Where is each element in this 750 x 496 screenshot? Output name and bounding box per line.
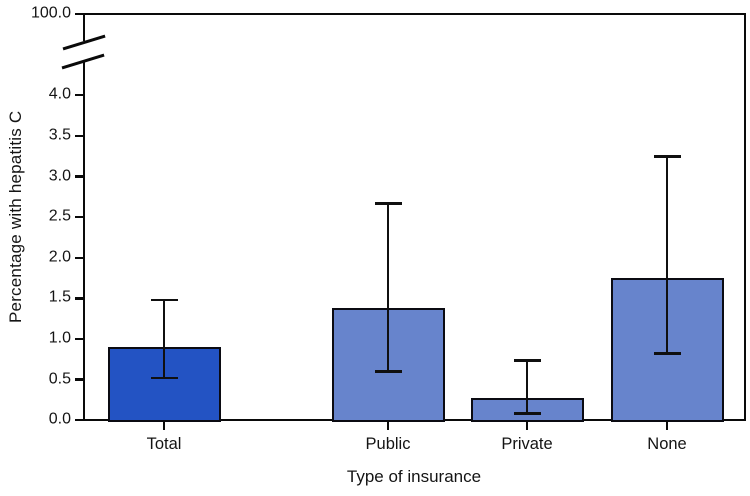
x-tick-label-private: Private — [501, 435, 553, 453]
y-tick-label: 2.0 — [48, 248, 71, 266]
error-bar-total — [162, 300, 166, 379]
y-axis-tick — [75, 175, 83, 178]
y-tick-label: 3.0 — [48, 167, 71, 185]
y-axis-tick — [75, 134, 83, 138]
error-bar-cap-lower — [653, 352, 681, 356]
error-bar-cap-lower — [150, 376, 178, 380]
x-axis-title: Type of insurance — [346, 467, 482, 486]
x-tick-label-total: Total — [146, 435, 182, 453]
error-bar-cap-upper — [150, 298, 178, 302]
error-bar-cap-lower — [513, 412, 541, 416]
y-tick-label: 1.0 — [48, 329, 71, 347]
error-bar-cap-lower — [374, 370, 402, 373]
error-bar-none — [665, 156, 669, 354]
y-axis-tick — [75, 12, 83, 16]
x-axis-tick — [162, 420, 166, 430]
x-tick-label-none: None — [647, 435, 687, 453]
error-bar-cap-upper — [513, 358, 541, 362]
y-axis-tick — [75, 297, 83, 300]
y-axis-tick — [75, 215, 83, 219]
y-axis-tick — [75, 419, 83, 422]
x-axis-tick — [525, 420, 529, 430]
x-tick-label-public: Public — [365, 435, 411, 453]
y-tick-label: 3.5 — [48, 126, 71, 144]
y-axis-line-upper — [82, 13, 85, 41]
y-tick-label: 0.0 — [48, 410, 71, 428]
x-axis-tick — [386, 420, 390, 430]
error-bar-cap-upper — [374, 201, 402, 205]
y-tick-label: 2.5 — [48, 207, 71, 225]
y-axis-tick — [75, 256, 83, 259]
y-tick-label: 0.5 — [48, 370, 71, 388]
x-axis-tick — [665, 420, 669, 430]
y-tick-label: 1.5 — [48, 289, 71, 307]
y-axis-line-lower — [82, 60, 85, 421]
error-bar-private — [525, 360, 529, 414]
y-tick-label: 100.0 — [30, 4, 71, 22]
error-bar-cap-upper — [653, 154, 681, 158]
y-axis-tick — [75, 378, 83, 381]
y-tick-label: 4.0 — [48, 85, 71, 103]
y-axis-tick — [75, 337, 83, 341]
y-axis-tick — [75, 94, 83, 97]
error-bar-public — [386, 203, 390, 372]
